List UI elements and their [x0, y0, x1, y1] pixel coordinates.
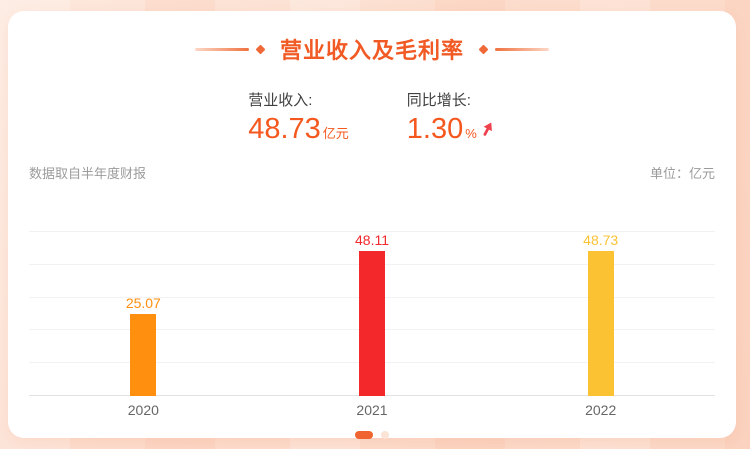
- pagination-dot-2[interactable]: [381, 431, 389, 439]
- chart-columns: 25.07 48.11 48.73: [29, 232, 715, 396]
- meta-row: 数据取自半年度财报 单位：亿元: [29, 163, 715, 182]
- data-source-note: 数据取自半年度财报: [29, 166, 147, 181]
- stat-growth: 同比增长: 1.30 %: [407, 89, 496, 145]
- x-axis-label: 2022: [585, 402, 617, 418]
- widget-header: 营业收入及毛利率: [8, 33, 736, 65]
- stat-growth-value: 1.30: [406, 113, 464, 145]
- bar-chart: 25.07 48.11 48.73: [29, 231, 715, 396]
- bar-2020[interactable]: [130, 313, 157, 396]
- gridline: [29, 231, 715, 232]
- stat-revenue-label: 营业收入:: [248, 92, 313, 109]
- chart-column-2020: 25.07: [29, 232, 258, 396]
- unit-note: 单位：亿元: [649, 166, 715, 181]
- title-decor-diamond-right: [478, 44, 489, 54]
- stat-revenue-unit: 亿元: [322, 126, 349, 141]
- stats-row: 营业收入: 48.73 亿元 同比增长: 1.30 %: [8, 89, 736, 145]
- stat-revenue-value: 48.73: [248, 113, 321, 145]
- title-decor-line-right: [495, 47, 549, 51]
- arrow-up-icon: [483, 121, 492, 136]
- bar-2022[interactable]: [587, 251, 614, 396]
- chart-column-2022: 48.73: [486, 232, 715, 396]
- x-axis-labels: 2020 2021 2022: [29, 402, 715, 418]
- stat-revenue: 营业收入: 48.73 亿元: [248, 89, 349, 145]
- x-axis-label: 2020: [127, 402, 159, 418]
- stat-revenue-value-line: 48.73 亿元: [248, 113, 349, 145]
- bar-value-label: 48.11: [355, 232, 389, 248]
- x-axis-label: 2021: [356, 402, 388, 418]
- title-decor-line-left: [194, 47, 249, 51]
- page-title: 营业收入及毛利率: [279, 38, 464, 63]
- stat-growth-label: 同比增长:: [406, 92, 471, 109]
- stat-growth-unit: %: [465, 126, 477, 141]
- bar-value-label: 48.73: [583, 232, 619, 248]
- carousel-pagination: [8, 431, 736, 439]
- title-decor-diamond-left: [255, 44, 266, 54]
- bar-value-label: 25.07: [125, 294, 161, 311]
- pagination-dot-1[interactable]: [355, 431, 373, 439]
- bar-2021[interactable]: [359, 251, 385, 396]
- chart-column-2021: 48.11: [258, 232, 487, 396]
- revenue-widget-card: 营业收入及毛利率 营业收入: 48.73 亿元 同比增长: 1.30 %: [8, 11, 736, 439]
- stat-growth-value-line: 1.30 %: [407, 113, 496, 145]
